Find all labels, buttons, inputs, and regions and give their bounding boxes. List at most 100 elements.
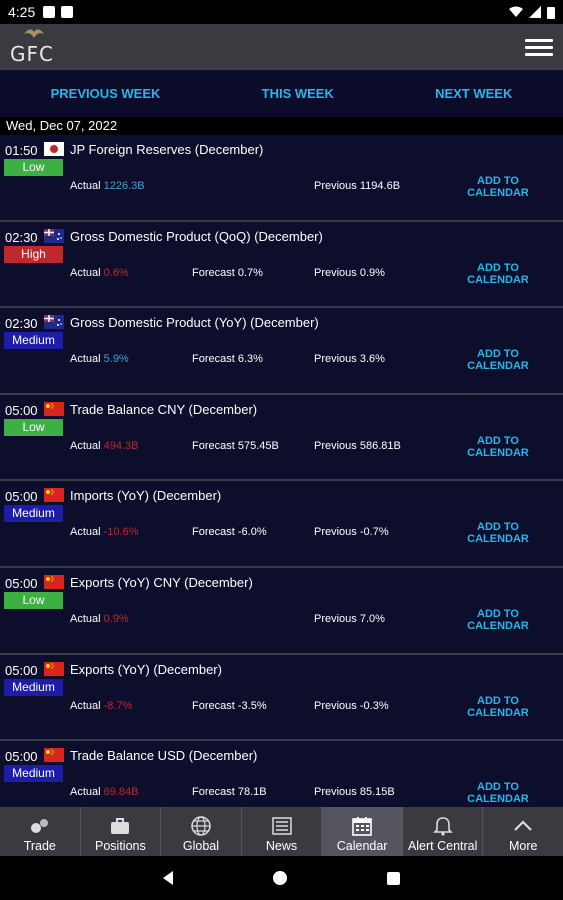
previous-week-button[interactable]: PREVIOUS WEEK (50, 86, 161, 101)
actual-label: Actual (70, 612, 101, 625)
forecast-number: -3.5% (237, 699, 267, 712)
previous-number: 0.9% (359, 266, 385, 279)
actual-number: -8.7% (103, 699, 133, 712)
signal-icon (529, 6, 541, 18)
calendar-icon (350, 815, 374, 837)
event-row[interactable]: 01:50 JP Foreign Reserves (December) Low Ac… (0, 135, 563, 222)
tab-positions[interactable]: Positions (81, 807, 162, 856)
forecast-label: Forecast (192, 353, 235, 366)
hamburger-menu-icon[interactable] (525, 33, 553, 61)
event-title: Trade Balance CNY (December) (70, 401, 258, 417)
event-row[interactable]: 05:00 Trade Balance USD (December) Medium A… (0, 741, 563, 807)
event-row[interactable]: 05:00 Exports (YoY) (December) Medium Actua… (0, 655, 563, 742)
impact-badge: Medium (4, 332, 63, 350)
forecast-value: Forecast -3.5% (192, 700, 267, 712)
forecast-number: 6.3% (237, 353, 263, 366)
app-bar: GFC (0, 24, 563, 70)
actual-number: 0.9% (103, 612, 129, 625)
previous-value: Previous 586.81B (314, 440, 401, 452)
add-to-calendar-button[interactable]: ADD TO CALENDAR (467, 521, 529, 546)
event-time: 02:30 (5, 316, 38, 332)
previous-label: Previous (314, 612, 357, 625)
previous-label: Previous (314, 526, 357, 539)
previous-value: Previous 0.9% (314, 267, 385, 279)
previous-value: Previous -0.7% (314, 526, 389, 538)
add-to-calendar-button[interactable]: ADD TO CALENDAR (467, 348, 529, 373)
forecast-label: Forecast (192, 526, 235, 539)
impact-badge: Medium (4, 678, 63, 696)
event-list[interactable]: 01:50 JP Foreign Reserves (December) Low Ac… (0, 135, 563, 807)
previous-label: Previous (314, 699, 357, 712)
week-nav: PREVIOUS WEEK THIS WEEK NEXT WEEK (0, 70, 563, 117)
previous-number: -0.3% (359, 699, 389, 712)
actual-number: -10.6% (103, 526, 139, 539)
forecast-value: Forecast 6.3% (192, 353, 263, 365)
actual-label: Actual (70, 526, 101, 539)
event-row[interactable]: 05:00 Exports (YoY) CNY (December) Low Actu… (0, 568, 563, 655)
recents-icon[interactable] (387, 871, 400, 885)
previous-number: 7.0% (359, 612, 385, 625)
event-time: 05:00 (5, 575, 38, 591)
event-time: 02:30 (5, 229, 38, 245)
tab-label: Global (182, 839, 220, 853)
this-week-button[interactable]: THIS WEEK (261, 86, 334, 101)
previous-value: Previous -0.3% (314, 700, 389, 712)
event-time: 05:00 (5, 662, 38, 678)
event-title: Exports (YoY) (December) (70, 661, 222, 677)
previous-value: Previous 3.6% (314, 353, 385, 365)
event-time: 05:00 (5, 749, 38, 765)
add-to-calendar-button[interactable]: ADD TO CALENDAR (467, 434, 529, 459)
actual-number: 69.84B (103, 786, 139, 799)
event-row[interactable]: 02:30 Gross Domestic Product (YoY) (Decem… (0, 308, 563, 395)
add-to-calendar-button[interactable]: ADD TO CALENDAR (467, 261, 529, 286)
previous-value: Previous 85.15B (314, 786, 395, 798)
event-row[interactable]: 05:00 Imports (YoY) (December) Medium Actua… (0, 481, 563, 568)
event-row[interactable]: 05:00 Trade Balance CNY (December) Low Actu… (0, 395, 563, 482)
actual-value: Actual -8.7% (70, 700, 132, 712)
add-to-calendar-button[interactable]: ADD TO CALENDAR (467, 175, 529, 199)
event-time: 05:00 (5, 402, 38, 418)
next-week-button[interactable]: NEXT WEEK (435, 86, 513, 101)
tab-trade[interactable]: Trade (0, 807, 81, 856)
add-to-calendar-button[interactable]: ADD TO CALENDAR (467, 781, 529, 806)
event-row[interactable]: 02:30 Gross Domestic Product (QoQ) (Decem… (0, 222, 563, 309)
home-icon[interactable] (273, 871, 287, 885)
notification-icon (61, 6, 74, 18)
impact-badge: High (4, 245, 63, 263)
add-to-calendar-button[interactable]: ADD TO CALENDAR (467, 694, 529, 719)
gfc-logo[interactable]: GFC (10, 28, 54, 66)
tab-global[interactable]: Global (161, 807, 242, 856)
date-header: Wed, Dec 07, 2022 (0, 117, 563, 135)
actual-value: Actual 0.6% (70, 267, 129, 279)
event-time: 05:00 (5, 489, 38, 505)
previous-number: 3.6% (359, 353, 385, 366)
actual-value: Actual -10.6% (70, 526, 139, 538)
tab-calendar[interactable]: Calendar (322, 807, 403, 856)
event-time: 01:50 (5, 143, 38, 158)
back-icon[interactable] (163, 871, 173, 885)
actual-number: 494.3B (103, 439, 139, 452)
event-title: Gross Domestic Product (YoY) (December) (70, 315, 319, 331)
previous-label: Previous (314, 353, 357, 366)
notification-icon (43, 6, 56, 18)
forecast-value: Forecast 0.7% (192, 267, 263, 279)
event-title: Exports (YoY) CNY (December) (70, 574, 253, 590)
actual-label: Actual (70, 266, 101, 279)
status-time: 4:25 (8, 4, 36, 20)
tab-label: Alert Central (407, 839, 478, 853)
tab-label: Calendar (336, 839, 388, 853)
add-to-calendar-button[interactable]: ADD TO CALENDAR (467, 607, 529, 632)
impact-badge: Medium (4, 505, 63, 523)
tab-more[interactable]: More (483, 807, 563, 856)
bell-icon (431, 815, 455, 837)
event-title: JP Foreign Reserves (December) (70, 142, 264, 157)
tab-alert-central[interactable]: Alert Central (403, 807, 484, 856)
actual-label: Actual (70, 786, 101, 799)
forecast-number: 78.1B (237, 786, 267, 799)
tab-label: Trade (23, 839, 56, 853)
impact-badge: Low (4, 159, 63, 176)
tab-news[interactable]: News (242, 807, 323, 856)
globe-icon (189, 815, 213, 837)
actual-value: Actual 69.84B (70, 786, 139, 798)
actual-number: 1226.3B (103, 180, 145, 192)
